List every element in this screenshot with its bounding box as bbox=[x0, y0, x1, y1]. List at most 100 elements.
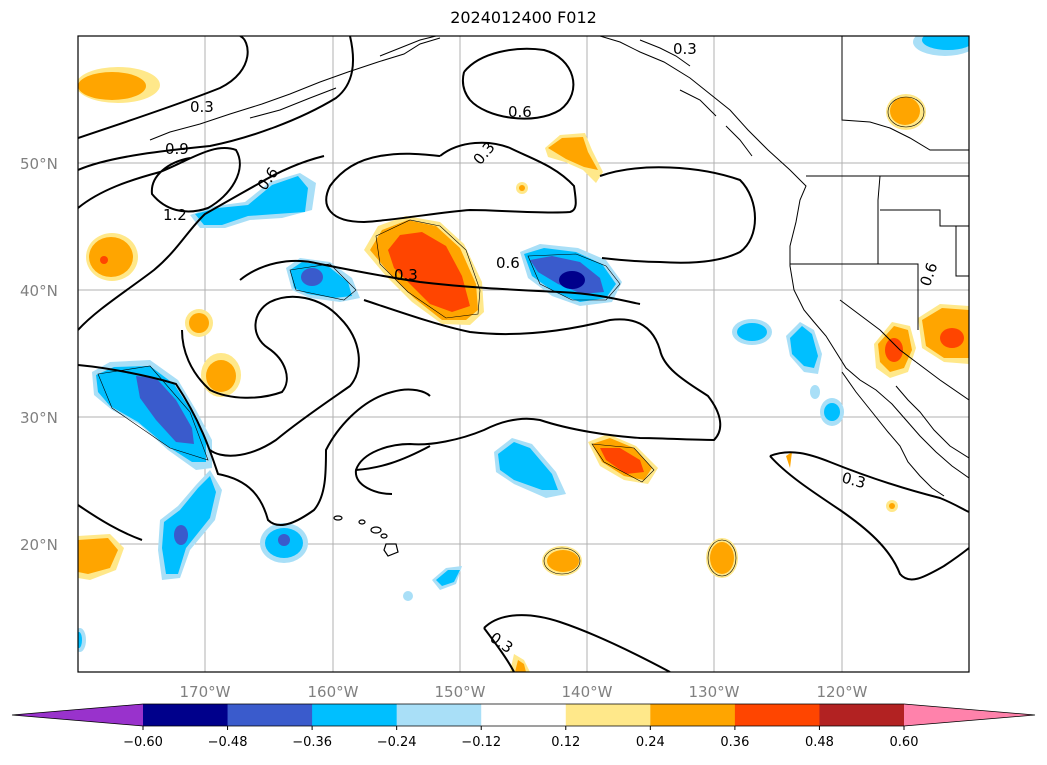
contour-labels: 0.3 0.9 1.2 0.6 0.6 0.3 0.6 0.3 0.3 0.3 … bbox=[163, 40, 941, 657]
contour-line bbox=[78, 364, 431, 526]
colorbar-segment bbox=[819, 704, 905, 726]
patch-outline bbox=[591, 443, 655, 483]
colorbar-segment bbox=[396, 704, 482, 726]
negative-patch bbox=[436, 570, 460, 586]
contour-line bbox=[355, 445, 431, 471]
colorbar-tick-label: −0.36 bbox=[292, 735, 332, 750]
contour-line bbox=[325, 141, 577, 224]
coastlines bbox=[149, 36, 969, 497]
colorbar-tick-label: 0.12 bbox=[551, 735, 580, 750]
coastline-north-america bbox=[599, 36, 969, 479]
negative-patch bbox=[301, 268, 323, 286]
positive-patch bbox=[519, 185, 525, 191]
contour-label: 0.9 bbox=[165, 140, 189, 158]
lat-label-40n: 40°N bbox=[20, 282, 58, 300]
lon-label-140w: 140°W bbox=[562, 683, 613, 701]
colorbar bbox=[11, 703, 1036, 727]
map-border bbox=[77, 35, 970, 673]
contour-line bbox=[769, 455, 969, 581]
positive-patch bbox=[78, 72, 146, 100]
negative-patch bbox=[195, 176, 308, 225]
contour-label: 0.3 bbox=[840, 469, 868, 493]
coastline-baja bbox=[841, 371, 945, 497]
lat-label-50n: 50°N bbox=[20, 155, 58, 173]
colorbar-segment bbox=[734, 704, 820, 726]
colorbar-segment bbox=[481, 704, 567, 726]
colorbar-tick-label: 0.48 bbox=[805, 735, 834, 750]
positive-patch bbox=[100, 256, 108, 264]
contour-line bbox=[354, 299, 722, 495]
positive-patch bbox=[710, 542, 734, 574]
contour-line bbox=[239, 259, 641, 305]
negative-patch bbox=[78, 632, 82, 648]
negative-patch bbox=[136, 376, 194, 444]
positive-patch bbox=[388, 232, 470, 312]
positive-patch bbox=[885, 338, 903, 362]
colorbar-extend-max bbox=[904, 704, 1035, 726]
contour-line bbox=[78, 504, 143, 541]
latitude-labels: 50°N 40°N 30°N 20°N bbox=[20, 155, 58, 554]
contour-lines bbox=[78, 36, 969, 672]
negative-patch bbox=[810, 385, 820, 399]
colorbar-tick-label: 0.36 bbox=[720, 735, 749, 750]
colorbar-tick-label: −0.24 bbox=[377, 735, 417, 750]
colorbar-segment bbox=[143, 704, 229, 726]
patch-outline bbox=[97, 365, 209, 461]
colorbar-tick-labels: −0.60 −0.48 −0.36 −0.24 −0.12 0.12 0.24 0.36 0.4… bbox=[123, 726, 918, 750]
chart-title: 2024012400 F012 bbox=[450, 8, 597, 27]
lon-label-120w: 120°W bbox=[817, 683, 868, 701]
lon-label-160w: 160°W bbox=[308, 683, 359, 701]
negative-patch bbox=[498, 442, 558, 490]
coastline bbox=[149, 37, 441, 141]
coastline-gulf bbox=[895, 385, 969, 459]
coastline bbox=[725, 125, 753, 157]
contour-line bbox=[78, 36, 355, 171]
contour-line bbox=[483, 627, 515, 672]
positive-patch bbox=[547, 550, 579, 572]
patch-outline bbox=[543, 547, 581, 575]
coastline bbox=[249, 87, 337, 119]
contour-line bbox=[181, 295, 360, 457]
political-borders bbox=[790, 36, 969, 401]
contour-label: 0.6 bbox=[496, 254, 520, 272]
colorbar-tick-label: −0.60 bbox=[123, 735, 163, 750]
island bbox=[358, 519, 366, 525]
contour-line bbox=[769, 451, 969, 513]
negative-patch bbox=[790, 326, 818, 368]
lat-label-30n: 30°N bbox=[20, 409, 58, 427]
island bbox=[380, 533, 388, 539]
colorbar-tick-label: 0.24 bbox=[636, 735, 665, 750]
positive-patch bbox=[786, 452, 792, 468]
positive-patch bbox=[890, 97, 920, 125]
island bbox=[333, 515, 343, 521]
border bbox=[841, 36, 969, 151]
positive-patch bbox=[940, 328, 964, 348]
negative-patch bbox=[824, 403, 840, 421]
contour-label: 0.3 bbox=[190, 98, 214, 116]
coastline bbox=[639, 39, 691, 67]
negative-patch bbox=[559, 271, 585, 289]
positive-patch bbox=[889, 503, 895, 509]
patch-outline bbox=[527, 253, 621, 301]
coastline bbox=[379, 36, 437, 57]
patch-outline bbox=[887, 96, 925, 128]
positive-patch bbox=[515, 660, 526, 672]
lat-label-20n: 20°N bbox=[20, 536, 58, 554]
colorbar-segment bbox=[565, 704, 651, 726]
border-state bbox=[790, 175, 881, 265]
negative-patch bbox=[922, 36, 969, 50]
contour-line bbox=[78, 155, 325, 331]
positive-patch bbox=[78, 538, 118, 574]
colorbar-segment bbox=[227, 704, 313, 726]
map-frame-bg bbox=[78, 36, 969, 672]
coastline bbox=[679, 89, 717, 117]
border-state bbox=[880, 209, 969, 227]
positive-patch bbox=[548, 137, 598, 170]
border-state bbox=[955, 226, 969, 277]
lon-label-130w: 130°W bbox=[689, 683, 740, 701]
hawaii-islands bbox=[333, 515, 399, 557]
positive-patch bbox=[600, 448, 644, 474]
colorbar-tick-label: −0.12 bbox=[461, 735, 501, 750]
negative-patch bbox=[174, 525, 188, 545]
